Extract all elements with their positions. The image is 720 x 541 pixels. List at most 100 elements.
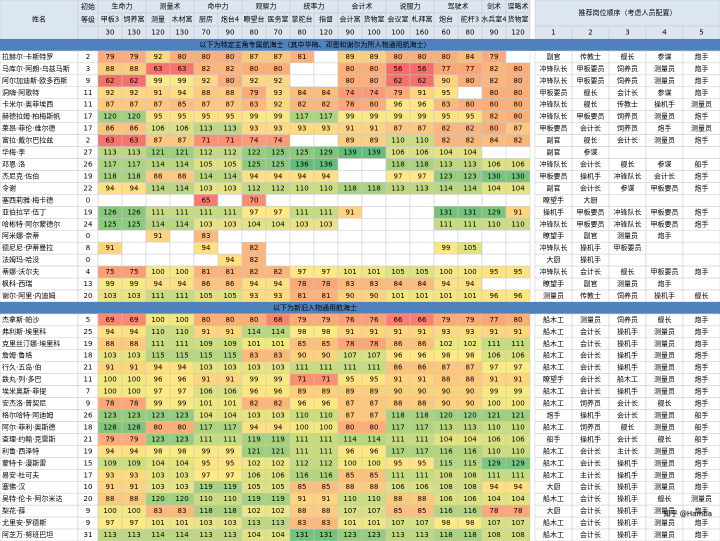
value: 88 bbox=[298, 507, 307, 515]
position: 炮手 bbox=[695, 76, 709, 85]
position: 会计长 bbox=[617, 399, 638, 408]
value: 97 bbox=[490, 364, 499, 372]
position: 瞭望手 bbox=[543, 231, 564, 240]
position-cell bbox=[608, 253, 647, 267]
value: 81 bbox=[298, 292, 307, 300]
section-title: 以下为特定主角专属航海士（其中华梅、邓恩和谢尔为所人物通用航海士） bbox=[200, 40, 431, 49]
value: 99 bbox=[346, 113, 355, 121]
value-cell bbox=[289, 253, 315, 267]
standard: 130 bbox=[127, 29, 140, 37]
sub-skill: 炮台 bbox=[439, 15, 453, 24]
value: 110 bbox=[511, 423, 524, 431]
sub-skill: 测量 bbox=[151, 16, 165, 24]
value: 89 bbox=[346, 137, 355, 145]
value: 76 bbox=[370, 316, 379, 324]
position: 测量员 bbox=[654, 531, 675, 539]
value: 82 bbox=[298, 101, 307, 109]
value: 90 bbox=[298, 352, 307, 360]
value-cell bbox=[121, 229, 147, 243]
value: 90 bbox=[442, 400, 451, 408]
value: 80 bbox=[346, 65, 355, 73]
value: 119 bbox=[247, 495, 260, 503]
row-name: 克里丝汀娜·埃里科 bbox=[2, 339, 60, 348]
position: 测量员 bbox=[654, 459, 675, 467]
value: 79 bbox=[250, 89, 259, 97]
value: 80 bbox=[442, 53, 451, 61]
position: 船木工 bbox=[543, 530, 564, 539]
skill-name: 说服力 bbox=[400, 2, 421, 11]
value: 123 bbox=[151, 435, 164, 443]
value: 100 bbox=[151, 268, 164, 276]
value: 128 bbox=[103, 423, 116, 431]
position: 操机手 bbox=[580, 255, 601, 264]
position: 操机手 bbox=[617, 470, 638, 479]
value: 121 bbox=[511, 412, 524, 420]
value: 84 bbox=[490, 137, 499, 145]
value: 104 bbox=[439, 435, 453, 443]
value: 80 bbox=[226, 53, 235, 61]
value: 91 bbox=[154, 89, 163, 97]
row-name: 马库尔·阿朗-乌兹马斯 bbox=[2, 64, 70, 73]
value: 87 bbox=[442, 364, 451, 372]
position: 船木工 bbox=[543, 470, 564, 479]
row-name: 洞嗨·阿歌特 bbox=[2, 88, 39, 97]
value: 83 bbox=[298, 519, 307, 527]
sub-skill: 指督 bbox=[319, 15, 333, 24]
value: 114 bbox=[223, 172, 237, 180]
value-cell bbox=[385, 218, 411, 231]
value-cell bbox=[313, 229, 339, 243]
row-name: 蒙特卡·漫斯雷 bbox=[2, 458, 46, 467]
value: 119 bbox=[271, 495, 284, 503]
position: 会计长 bbox=[580, 387, 601, 396]
value: 91 bbox=[370, 125, 379, 133]
value-cell bbox=[169, 253, 195, 267]
value: 114 bbox=[247, 328, 261, 336]
value: 118 bbox=[391, 412, 404, 420]
value: 80 bbox=[418, 53, 427, 61]
position-cell bbox=[645, 146, 684, 159]
level: 8 bbox=[86, 244, 90, 252]
value: 90 bbox=[442, 77, 451, 85]
position: 甲板要员 bbox=[540, 171, 568, 180]
position: 炮手 bbox=[658, 279, 672, 288]
value: 110 bbox=[151, 328, 164, 336]
value: 97 bbox=[130, 519, 139, 527]
value-cell bbox=[409, 241, 435, 255]
value: 108 bbox=[487, 531, 500, 539]
row-name: 利鲁·西泽特 bbox=[2, 446, 39, 455]
position: 操机手 bbox=[617, 458, 638, 467]
level: 11 bbox=[84, 101, 93, 109]
value: 62 bbox=[130, 77, 139, 85]
value: 94 bbox=[298, 172, 307, 180]
position: 冲锋队长 bbox=[614, 207, 642, 216]
value-cell bbox=[409, 194, 435, 207]
value: 83 bbox=[370, 280, 379, 288]
position: 瞭望手 bbox=[543, 195, 564, 204]
level: 24 bbox=[84, 220, 93, 228]
value: 114 bbox=[175, 184, 189, 192]
position: 会计长 bbox=[580, 339, 601, 348]
rank: 2 bbox=[588, 29, 592, 37]
value: 103 bbox=[199, 364, 212, 372]
value: 129 bbox=[319, 149, 332, 157]
value: 123 bbox=[103, 412, 116, 420]
skill-name: 统率力 bbox=[304, 2, 325, 11]
value: 71 bbox=[298, 376, 307, 384]
value: 99 bbox=[514, 388, 523, 396]
value: 106 bbox=[487, 161, 501, 169]
value-cell bbox=[385, 241, 411, 255]
position-cell bbox=[645, 241, 684, 255]
value: 110 bbox=[343, 495, 356, 503]
value: 111 bbox=[175, 292, 188, 300]
value: 91 bbox=[322, 495, 331, 503]
value: 91 bbox=[370, 328, 379, 336]
value: 99 bbox=[202, 447, 211, 455]
value: 87 bbox=[370, 400, 379, 408]
value: 80 bbox=[178, 423, 187, 431]
value-cell bbox=[481, 194, 507, 207]
value-cell bbox=[217, 241, 243, 255]
value: 90 bbox=[418, 388, 427, 396]
value: 82 bbox=[490, 77, 499, 85]
value: 113 bbox=[391, 531, 404, 539]
value: 104 bbox=[199, 412, 213, 420]
